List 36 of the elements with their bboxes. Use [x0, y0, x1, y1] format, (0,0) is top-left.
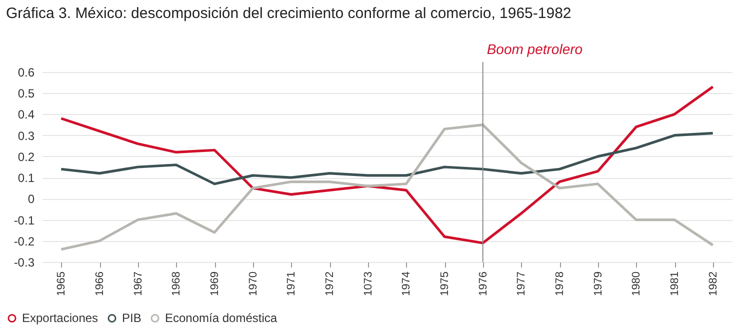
x-tick-label: 1976	[477, 272, 490, 296]
y-tick-label: 0.3	[18, 128, 35, 143]
chart-title: Gráfica 3. México: descomposición del crecimiento conforme al comercio, 1965-1982	[6, 5, 572, 22]
y-tick-label: -0.3	[14, 256, 35, 270]
x-tick-label: 1966	[94, 272, 106, 296]
y-tick-label: 0.2	[18, 150, 35, 164]
legend-label: Economía doméstica	[165, 311, 278, 326]
y-tick-label: 0	[28, 192, 35, 206]
ref-line-label: Boom petrolero	[486, 41, 583, 57]
x-tick-label: 1971	[286, 272, 298, 296]
x-tick-label: 1965	[56, 272, 68, 296]
x-tick-label: 1978	[554, 272, 566, 296]
x-tick-label: 1975	[439, 272, 451, 296]
x-tick-label: 1972	[324, 272, 336, 296]
x-tick-label: 1970	[247, 272, 260, 296]
y-tick-label: 0.5	[18, 86, 35, 101]
line-series	[60, 85, 714, 244]
x-tick-label: 1968	[170, 272, 183, 296]
x-tick-label: 1073	[362, 272, 374, 296]
x-tick-label: 1981	[669, 272, 681, 296]
legend-label: Exportaciones	[22, 311, 98, 326]
y-tick-label: 0.6	[18, 66, 35, 80]
legend-label: PIB	[122, 311, 142, 326]
x-tick-label: 1969	[209, 272, 221, 296]
line-series	[60, 123, 714, 251]
x-tick-label: 1974	[400, 272, 413, 296]
x-tick-label: 1982	[707, 272, 720, 296]
y-tick-label: 0.1	[18, 171, 35, 186]
x-tick-label: 1967	[132, 272, 144, 296]
y-tick-label: -0.1	[14, 213, 35, 228]
line-series	[60, 132, 714, 186]
x-tick-label: 1980	[630, 272, 643, 296]
y-tick-label: 0.4	[18, 108, 35, 122]
x-tick-label: 1979	[592, 272, 604, 296]
x-tick-label: 1977	[516, 272, 528, 296]
y-tick-label: -0.2	[14, 234, 35, 248]
